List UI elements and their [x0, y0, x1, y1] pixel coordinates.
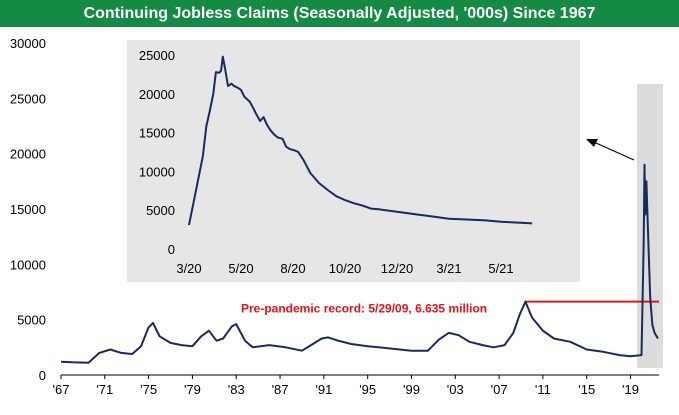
series-line [60, 163, 659, 364]
main-series [60, 163, 659, 364]
pandemic-highlight-box [637, 84, 663, 368]
y-tick-label: 30000 [10, 36, 46, 51]
chart-title: Continuing Jobless Claims (Seasonally Ad… [0, 0, 679, 27]
y-tick-label: 15000 [10, 202, 46, 217]
inset-x-tick-label: 12/20 [381, 261, 414, 276]
x-tick-label: '19 [622, 382, 639, 397]
x-tick-label: '67 [53, 382, 70, 397]
x-tick-label: '15 [578, 382, 595, 397]
inset-y-tick-label: 15000 [139, 126, 175, 141]
inset-arrow [586, 139, 635, 161]
inset-x-tick-label: 8/20 [280, 261, 305, 276]
inset-chart-background [127, 40, 580, 282]
y-tick-label: 0 [39, 368, 46, 383]
inset-x-tick-label: 3/20 [176, 261, 201, 276]
inset-series [188, 55, 533, 226]
inset-series-line [188, 55, 533, 226]
x-tick-label: '95 [359, 382, 376, 397]
inset-panel [127, 40, 580, 282]
inset-y-tick-label: 5000 [146, 203, 175, 218]
x-tick-label: '11 [535, 382, 551, 397]
x-tick-label: '79 [184, 382, 201, 397]
y-tick-label: 20000 [10, 147, 46, 162]
x-tick-label: '99 [403, 382, 420, 397]
inset-y-tick-label: 25000 [139, 48, 175, 63]
inset-tick-labels: 0 5000 10000 15000 20000 25000 3/20 5/20 8/20 10/… [139, 48, 514, 276]
arrow-head [586, 139, 598, 147]
record-annotation: Pre-pandemic record: 5/29/09, 6.635 mill… [241, 302, 487, 316]
inset-y-tick-label: 0 [168, 242, 175, 257]
x-tick-label: '75 [140, 382, 157, 397]
x-tick-label: '03 [447, 382, 464, 397]
x-tick-label: '07 [491, 382, 508, 397]
x-tick-label: '91 [315, 382, 332, 397]
x-tick-label: '83 [228, 382, 245, 397]
inset-x-tick-label: 10/20 [329, 261, 362, 276]
main-tick-labels: 0 5000 10000 15000 20000 25000 30000 '67 '71 '75 '… [10, 36, 639, 397]
inset-y-tick-label: 20000 [139, 87, 175, 102]
inset-x-tick-label: 3/21 [436, 261, 461, 276]
inset-x-tick-label: 5/21 [488, 261, 513, 276]
main-axes [60, 374, 659, 379]
y-tick-label: 25000 [10, 91, 46, 106]
arrow-shaft [595, 142, 635, 161]
y-tick-label: 10000 [10, 257, 46, 272]
y-tick-label: 5000 [17, 313, 46, 328]
inset-y-tick-label: 10000 [139, 164, 175, 179]
inset-x-tick-label: 5/20 [228, 261, 253, 276]
x-tick-label: '87 [272, 382, 289, 397]
highlight-rect [637, 84, 663, 368]
x-tick-label: '71 [96, 382, 113, 397]
